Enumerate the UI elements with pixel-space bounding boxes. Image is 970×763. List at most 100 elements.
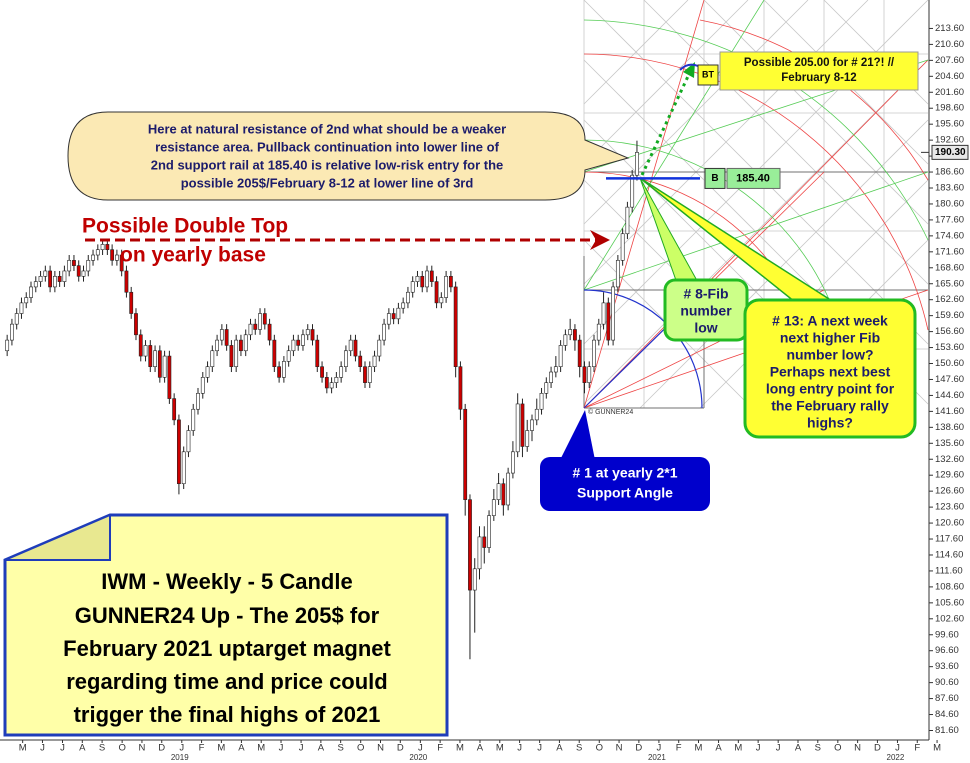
candle-body bbox=[57, 275, 62, 282]
x-tick-label: F bbox=[676, 743, 682, 754]
y-tick-label: 198.60 bbox=[935, 103, 964, 114]
candle-body bbox=[153, 350, 157, 368]
double-top-label: Possible Double Top bbox=[82, 215, 288, 238]
y-tick-label: 162.60 bbox=[935, 294, 964, 305]
y-tick-label: 102.60 bbox=[935, 613, 964, 624]
y-tick-label: 147.60 bbox=[935, 374, 964, 385]
x-tick-label: M bbox=[933, 743, 941, 754]
x-tick-label: S bbox=[815, 743, 821, 754]
candle-body bbox=[200, 377, 205, 394]
candle-body bbox=[415, 275, 420, 282]
x-tick-label: S bbox=[99, 743, 105, 754]
y-tick-label: 174.60 bbox=[935, 230, 964, 241]
x-tick-label: D bbox=[635, 743, 642, 754]
candle-body bbox=[515, 403, 520, 453]
candle-body bbox=[234, 339, 239, 368]
note-line: possible 205$/February 8-12 at lower lin… bbox=[181, 175, 474, 190]
candle-body bbox=[453, 286, 458, 368]
x-tick-label: J bbox=[279, 743, 284, 754]
candle-body bbox=[549, 371, 553, 383]
candle-body bbox=[463, 408, 468, 500]
y-tick-label: 180.60 bbox=[935, 198, 964, 209]
candle-body bbox=[10, 323, 14, 341]
x-tick-label: D bbox=[874, 743, 881, 754]
candle-body bbox=[444, 275, 449, 298]
note-line: # 1 at yearly 2*1 bbox=[572, 465, 677, 481]
y-tick-label: 105.60 bbox=[935, 597, 964, 608]
candle-body bbox=[630, 174, 635, 208]
x-tick-label: A bbox=[795, 743, 802, 754]
candle-body bbox=[525, 430, 530, 447]
candle-body bbox=[553, 366, 558, 373]
candle-body bbox=[587, 366, 592, 383]
x-tick-label: D bbox=[397, 743, 404, 754]
x-tick-label: M bbox=[695, 743, 703, 754]
y-tick-label: 171.60 bbox=[935, 246, 964, 257]
candle-body bbox=[353, 339, 358, 357]
x-tick-label: A bbox=[79, 743, 86, 754]
candle-body bbox=[291, 339, 296, 352]
support-box bbox=[726, 167, 781, 189]
x-tick-label: N bbox=[854, 743, 861, 754]
candle-body bbox=[410, 281, 415, 293]
x-tick-label: N bbox=[616, 743, 623, 754]
candle-body bbox=[277, 366, 282, 378]
candle-body bbox=[224, 329, 229, 346]
summary-line: IWM - Weekly - 5 Candle bbox=[101, 569, 352, 594]
candle-body bbox=[262, 313, 267, 325]
candle-body bbox=[487, 515, 491, 548]
candle-body bbox=[611, 286, 616, 341]
candle-body bbox=[281, 361, 286, 378]
y-tick-label: 132.60 bbox=[935, 454, 964, 465]
candle-body bbox=[205, 366, 210, 378]
candle-body bbox=[86, 260, 91, 272]
year-label: 2020 bbox=[409, 753, 427, 762]
candle-body bbox=[491, 499, 496, 516]
target-tag: BT bbox=[702, 69, 714, 79]
candle-body bbox=[468, 499, 472, 591]
tag-box bbox=[697, 64, 719, 86]
summary-line: February 2021 uptarget magnet bbox=[63, 636, 391, 661]
candle-body bbox=[577, 339, 582, 368]
candle-body bbox=[329, 382, 334, 389]
candle-body bbox=[396, 307, 401, 320]
candle-body bbox=[344, 350, 348, 368]
double-top-label: on yearly base bbox=[120, 244, 266, 267]
y-tick-label: 87.60 bbox=[935, 693, 959, 704]
candle-body bbox=[67, 260, 72, 272]
y-tick-label: 186.60 bbox=[935, 167, 964, 178]
y-tick-label: 114.60 bbox=[935, 549, 963, 560]
x-tick-label: M bbox=[19, 743, 27, 754]
x-tick-label: A bbox=[556, 743, 563, 754]
candle-body bbox=[191, 408, 196, 431]
target-note: Possible 205.00 for # 21?! // bbox=[744, 57, 895, 69]
arrow-head bbox=[590, 230, 610, 250]
y-tick-label: 141.60 bbox=[935, 406, 964, 417]
candle-body bbox=[315, 339, 320, 368]
candle-body bbox=[181, 451, 186, 485]
candle-body bbox=[363, 366, 367, 383]
candle-body bbox=[472, 568, 477, 591]
x-tick-label: J bbox=[40, 743, 45, 754]
candle-body bbox=[243, 334, 248, 352]
candle-body bbox=[134, 313, 138, 336]
candle-body bbox=[592, 339, 596, 368]
candle-body bbox=[72, 260, 76, 266]
note-line: # 13: A next week bbox=[772, 313, 888, 329]
candle-body bbox=[215, 339, 219, 352]
note-line: # 8-Fib bbox=[683, 286, 728, 302]
y-tick-label: 153.60 bbox=[935, 342, 964, 353]
candle-body bbox=[186, 430, 191, 453]
note-line: highs? bbox=[807, 415, 853, 431]
candle-body bbox=[348, 339, 353, 352]
candle-body bbox=[377, 339, 382, 357]
candle-body bbox=[339, 366, 344, 378]
candle-body bbox=[544, 382, 549, 394]
note-line: Support Angle bbox=[577, 485, 673, 501]
candle-body bbox=[258, 313, 262, 330]
candle-body bbox=[334, 377, 339, 383]
y-tick-label: 117.60 bbox=[935, 534, 963, 545]
y-tick-label: 126.60 bbox=[935, 486, 964, 497]
candle-body bbox=[401, 302, 406, 309]
candle-body bbox=[511, 451, 515, 474]
